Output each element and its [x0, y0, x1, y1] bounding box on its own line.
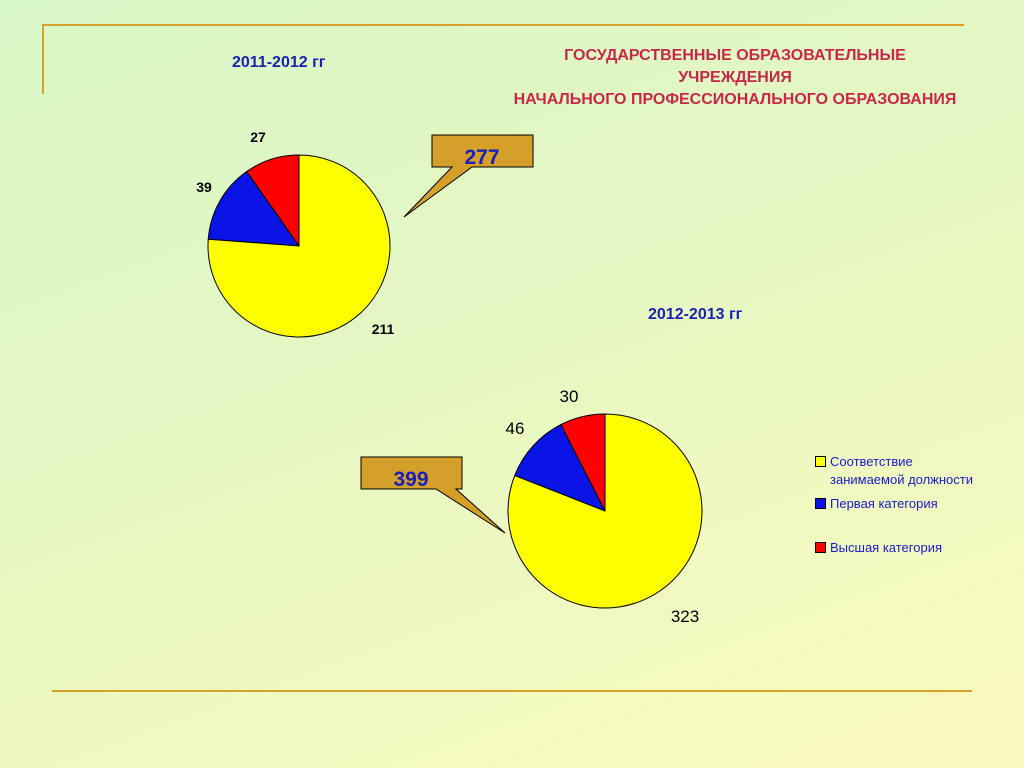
slide-title: ГОСУДАРСТВЕННЫЕ ОБРАЗОВАТЕЛЬНЫЕ УЧРЕЖДЕН… [420, 45, 1024, 111]
pie-1-label-highest-category: 27 [250, 129, 266, 145]
legend-label-highest-category: Высшая категория [830, 540, 942, 555]
pie-1-label-compliance: 211 [372, 321, 395, 337]
pie-1-slice-first-category [207, 170, 301, 247]
pie-2-label-compliance: 323 [671, 607, 699, 626]
frame-top-rule [42, 24, 964, 26]
pie-1-total-callout: 277 [403, 134, 534, 218]
pie-chart-1: 211 39 27 [196, 129, 395, 338]
pie-2-callout-shape [360, 456, 506, 534]
chart-1-title: 2011-2012 гг [232, 54, 326, 71]
legend-label-compliance-1: Соответствие [830, 454, 913, 469]
pie-chart-2: 323 46 30 [506, 387, 703, 626]
chart-2-title: 2012-2013 гг [648, 306, 743, 323]
slide-title-line-2: УЧРЕЖДЕНИЯ [678, 69, 792, 86]
pie-2-label-highest-category: 30 [560, 387, 579, 406]
pie-2-label-first-category: 46 [506, 419, 525, 438]
pie-1-callout-shape [403, 134, 534, 218]
legend-swatch-first-category [815, 498, 826, 509]
legend-label-compliance-2: занимаемой должности [830, 472, 974, 487]
frame-left-rule [42, 24, 44, 94]
legend-label-first-category: Первая категория [830, 496, 938, 511]
pie-2-slice-first-category [514, 423, 607, 512]
pie-1-callout-value: 277 [464, 146, 499, 169]
slide-title-line-1: ГОСУДАРСТВЕННЫЕ ОБРАЗОВАТЕЛЬНЫЕ [564, 47, 906, 64]
pie-1-label-first-category: 39 [196, 179, 212, 195]
legend-swatch-highest-category [815, 542, 826, 553]
frame-bottom-rule [52, 690, 972, 692]
slide-title-line-3: НАЧАЛЬНОГО ПРОФЕССИОНАЛЬНОГО ОБРАЗОВАНИЯ [513, 91, 957, 108]
legend-swatch-compliance [815, 456, 826, 467]
pie-2-callout-value: 399 [393, 468, 428, 491]
pie-2-total-callout: 399 [360, 456, 506, 534]
pie-1-slice-compliance [207, 154, 391, 338]
pie-2-slice-compliance [507, 413, 703, 609]
